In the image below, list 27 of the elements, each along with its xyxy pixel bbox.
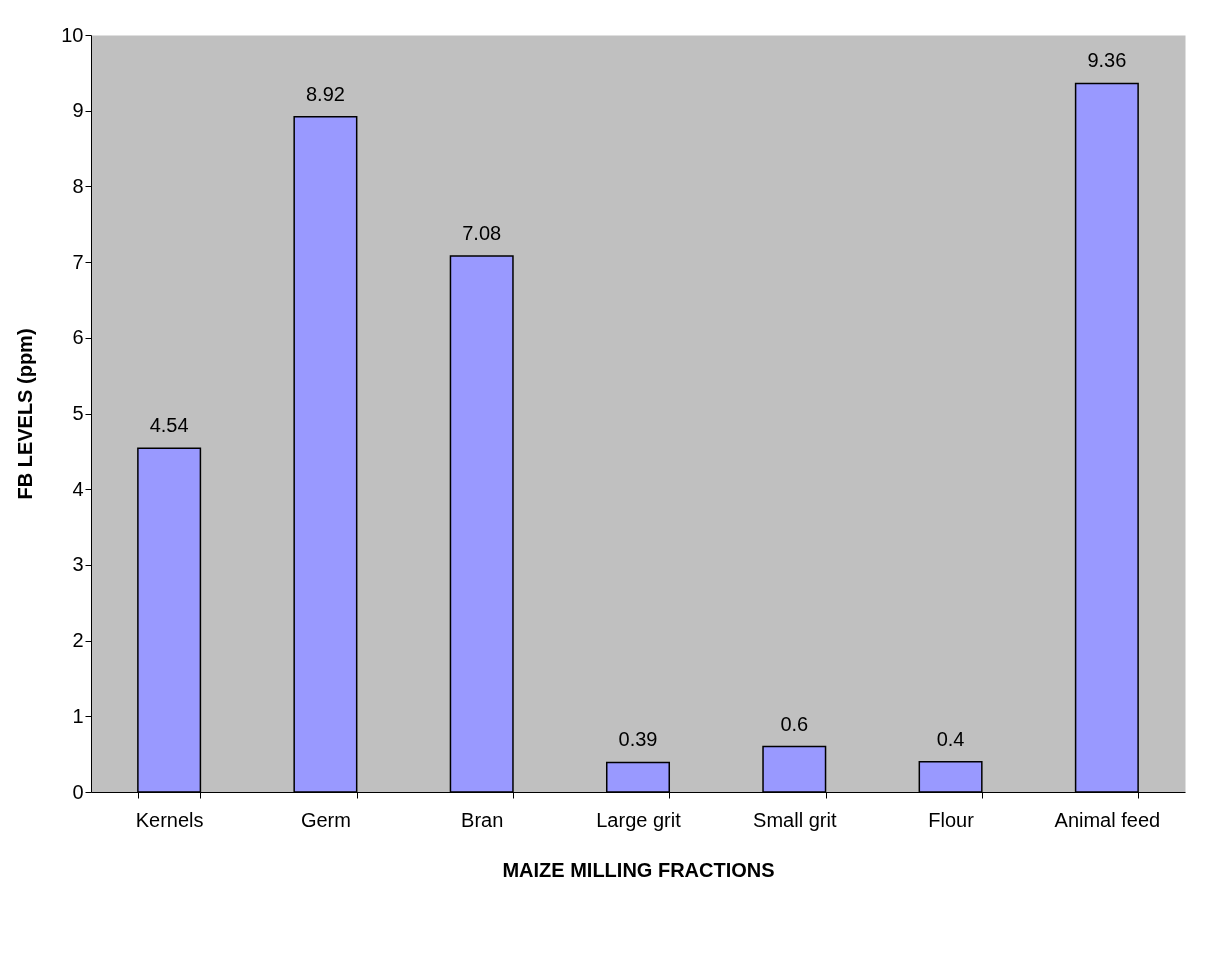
x-tick-label: Bran [461,808,504,831]
data-label: 0.39 [618,728,658,751]
y-tick-label: 0 [72,780,84,803]
y-tick-label: 4 [72,477,84,500]
data-label: 4.54 [149,414,189,437]
x-tick-label: Large grit [596,808,682,831]
data-label: 0.6 [780,712,809,735]
data-label: 8.92 [305,82,345,105]
x-tick-label: Animal feed [1054,808,1161,831]
y-tick-label: 8 [72,174,84,197]
x-tick-label: Small grit [753,808,837,831]
y-tick-label: 7 [72,250,84,273]
x-tick-label: Flour [928,808,975,831]
y-tick-label: 2 [72,629,84,652]
data-label: 9.36 [1087,49,1127,72]
y-axis-title: FB LEVELS (ppm) [14,328,37,500]
y-tick-label: 3 [72,553,84,576]
data-label: 0.4 [936,727,965,750]
y-tick-label: 5 [72,402,84,424]
data-label: 7.08 [462,222,502,245]
y-tick-label: 9 [72,99,84,122]
x-tick-label: Germ [300,808,351,831]
y-tick-label: 10 [61,23,84,46]
y-tick-label: 1 [72,704,84,727]
x-tick-label: Kernels [135,808,204,831]
y-tick-label: 6 [72,326,84,349]
x-axis-title: MAIZE MILLING FRACTIONS [502,858,775,881]
